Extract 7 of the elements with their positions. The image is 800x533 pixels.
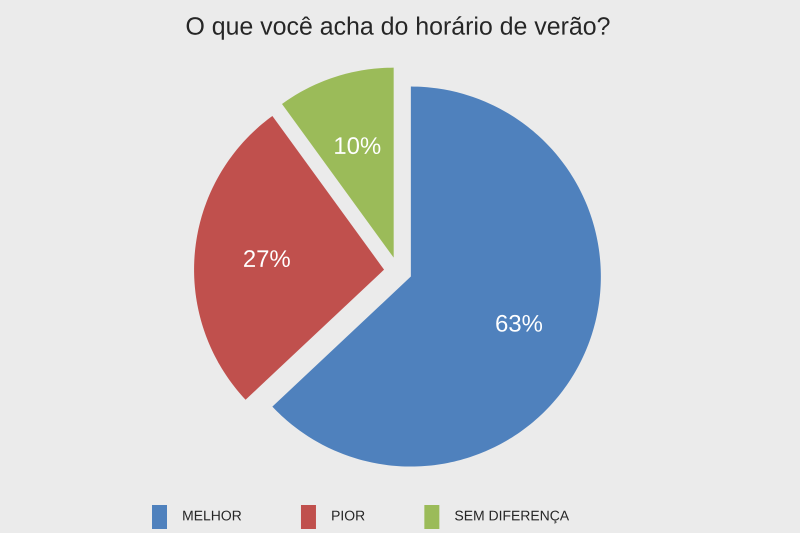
data-label: 27%	[244, 250, 290, 268]
data-label: 63%	[496, 314, 542, 332]
legend-label: MELHOR	[183, 510, 242, 521]
legend-label: PIOR	[332, 510, 365, 521]
chart-title: O que você acha do horário de verão?	[186, 16, 610, 40]
legend-label: SEM DIFERENÇA	[455, 510, 570, 524]
data-label: 10%	[335, 137, 380, 154]
